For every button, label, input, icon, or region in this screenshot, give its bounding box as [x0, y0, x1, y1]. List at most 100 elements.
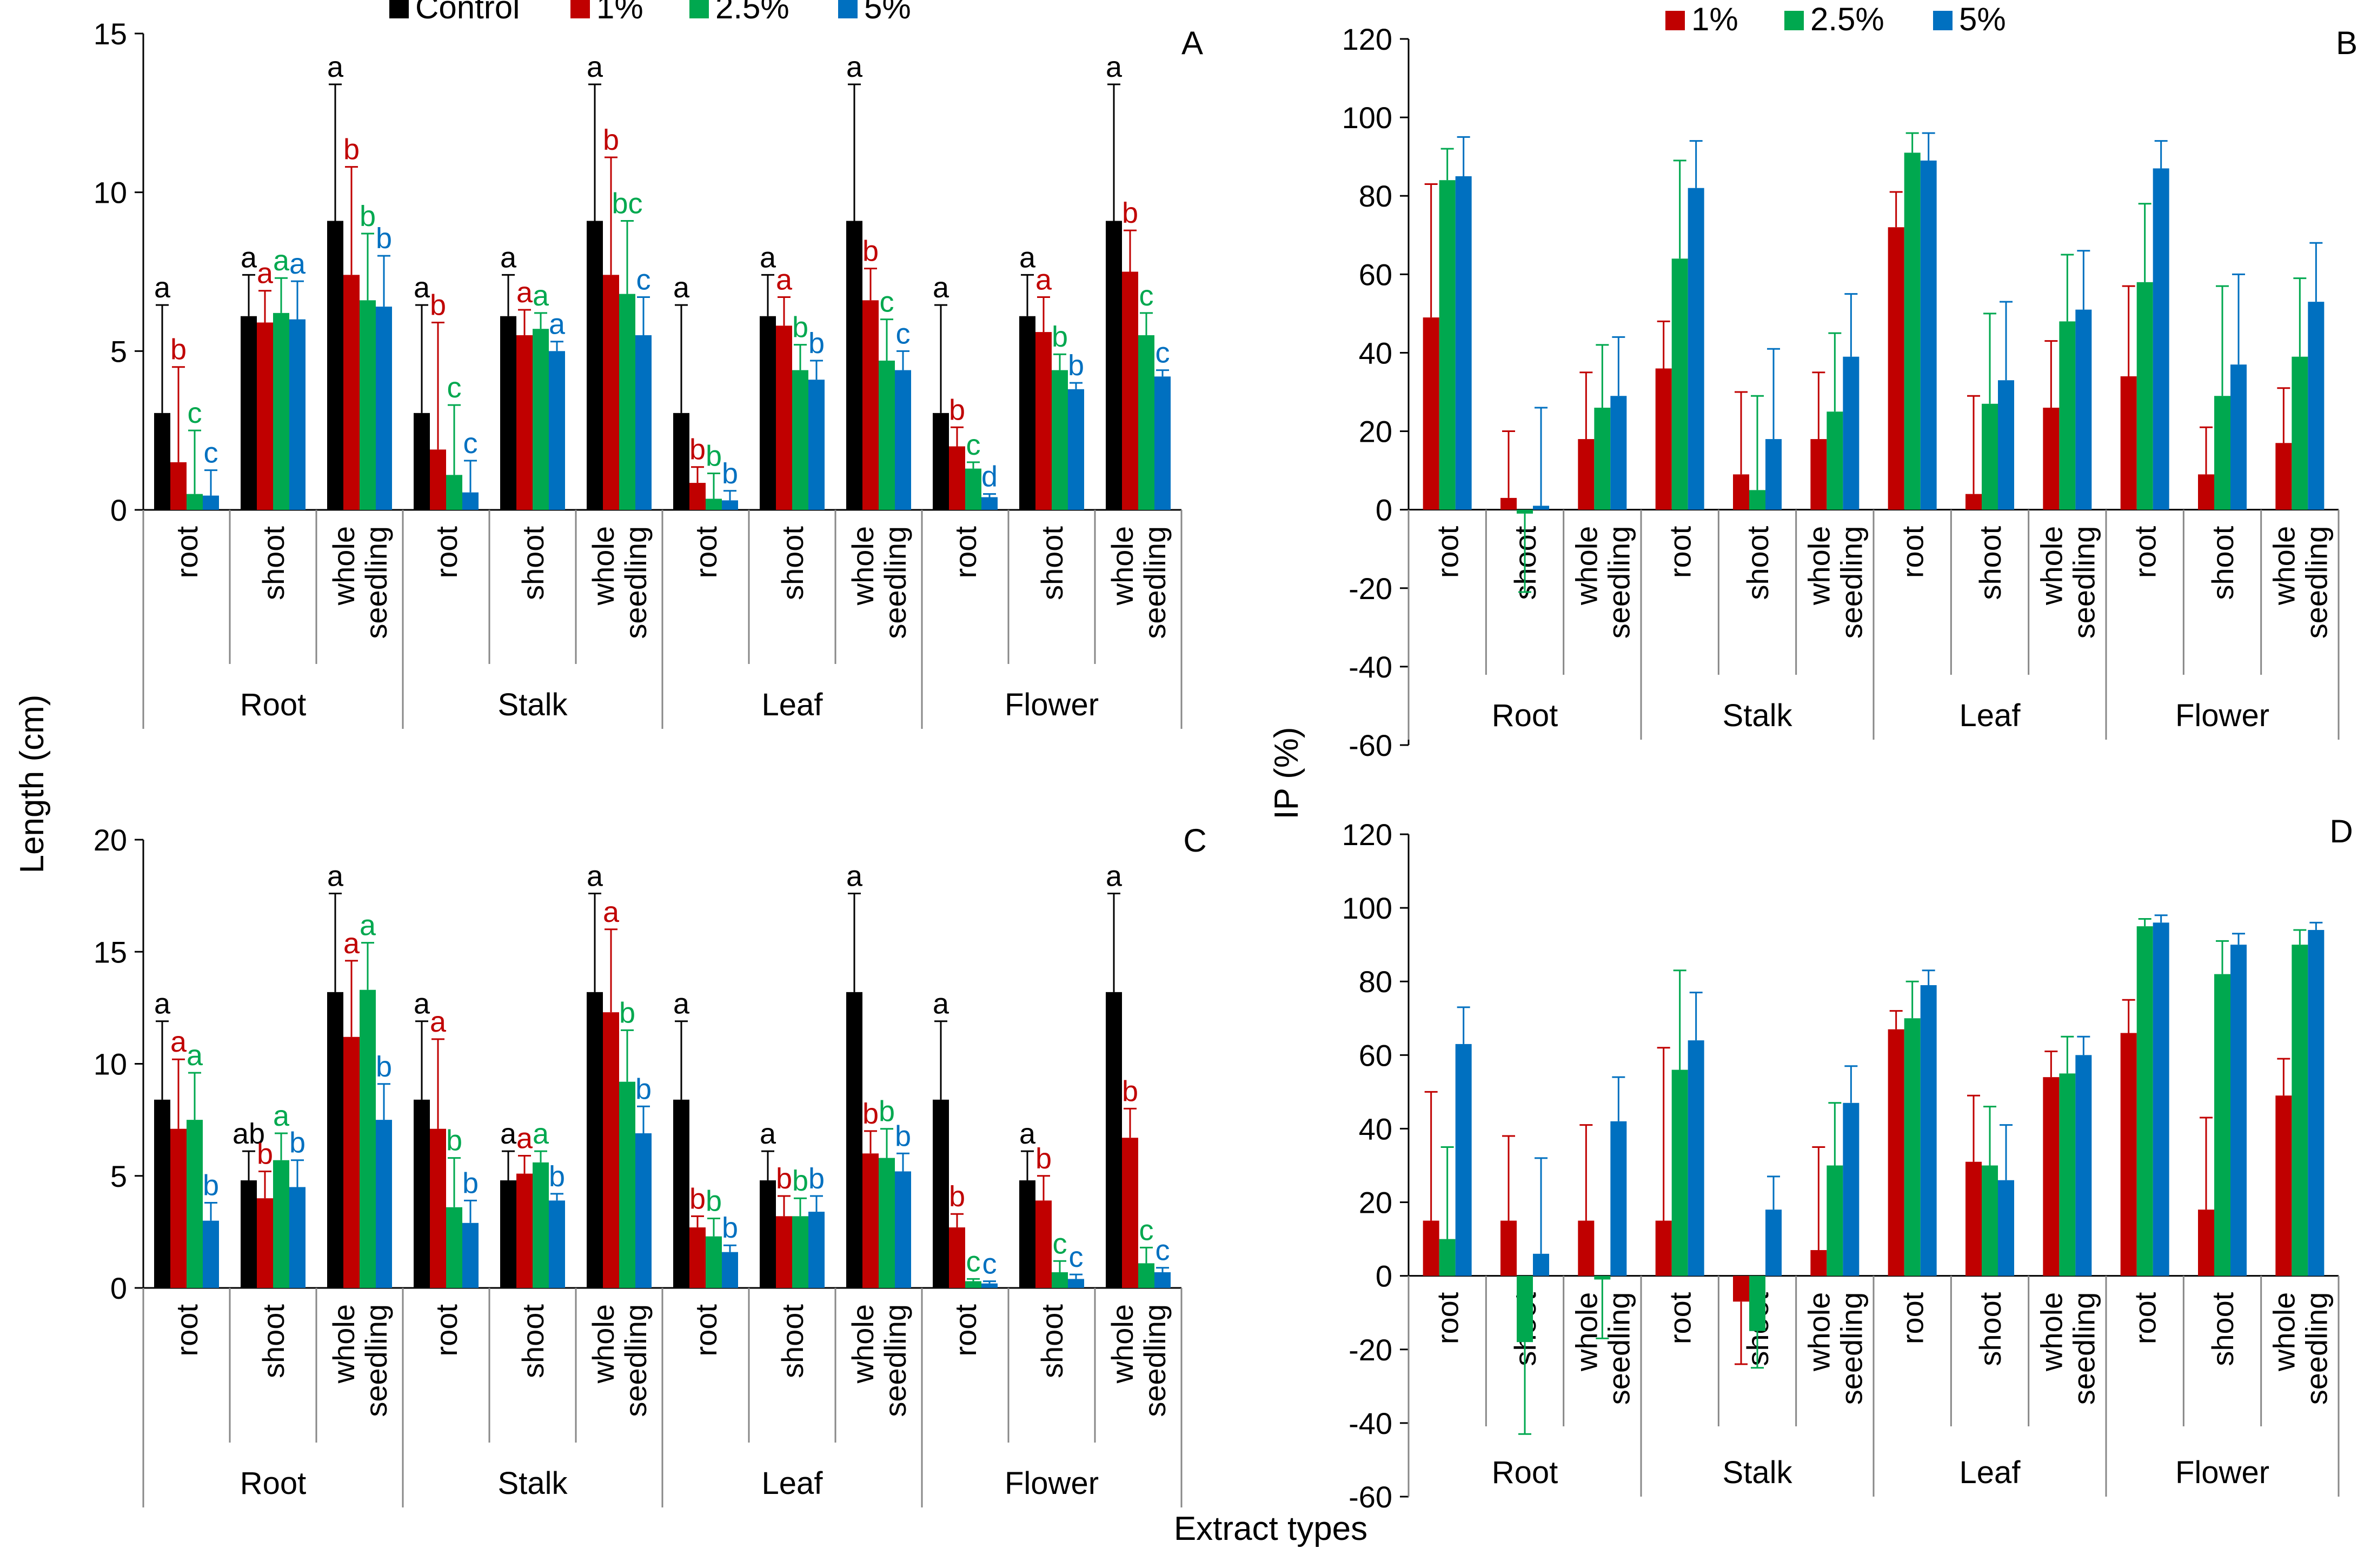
significance-letter: b — [462, 1167, 479, 1199]
significance-letter: a — [673, 271, 690, 304]
bar-5pct — [808, 1212, 825, 1288]
significance-letter: a — [343, 927, 360, 960]
category-label-root: root — [170, 1304, 204, 1357]
bar-1pct — [516, 335, 533, 510]
bar-1pct — [1810, 439, 1827, 510]
bar-5pct — [635, 335, 652, 510]
category-label-text: whole — [1569, 1292, 1603, 1372]
legend-label: 5% — [1959, 1, 2006, 37]
significance-letter: a — [933, 271, 949, 304]
significance-letter: a — [273, 244, 290, 277]
bar-1pct — [1578, 439, 1595, 510]
bar-2_5pct — [187, 1120, 203, 1288]
bar-1pct — [862, 300, 879, 510]
bar-1pct — [603, 275, 619, 510]
bar-Control — [673, 1099, 689, 1288]
category-label-text: seedling — [1602, 1292, 1636, 1405]
bar-1pct — [430, 449, 446, 510]
bar-5pct — [1068, 389, 1084, 510]
significance-letter: a — [549, 308, 566, 341]
panel-label: A — [1181, 25, 1203, 61]
category-label-text: seedling — [2299, 1292, 2333, 1405]
significance-letter: a — [257, 257, 274, 290]
category-label-text: root — [2128, 526, 2162, 578]
bar-1pct — [170, 462, 187, 510]
y-tick-label: -40 — [1349, 1406, 1392, 1440]
significance-letter: a — [846, 51, 863, 83]
category-label-shoot: shoot — [1973, 526, 2007, 600]
bar-1pct — [516, 1173, 533, 1288]
bar-1pct — [2043, 1077, 2060, 1276]
bar-2_5pct — [792, 370, 808, 510]
group-label-stalk: Stalk — [498, 687, 568, 722]
bar-2_5pct — [706, 1236, 722, 1288]
category-label-text: root — [948, 1304, 982, 1357]
significance-letter: a — [673, 988, 690, 1020]
bar-1pct — [1578, 1220, 1595, 1276]
significance-letter: b — [706, 440, 722, 472]
bar-2_5pct — [2292, 945, 2308, 1276]
significance-letter: ab — [233, 1118, 265, 1150]
category-label-text: root — [948, 526, 982, 579]
significance-letter: b — [879, 1095, 895, 1128]
bar-2_5pct — [879, 360, 895, 510]
significance-letter: a — [187, 1039, 203, 1072]
bar-Control — [846, 992, 862, 1288]
significance-letter: b — [257, 1138, 273, 1170]
bar-Control — [933, 413, 949, 510]
category-label-shoot: shoot — [1741, 526, 1775, 600]
y-tick-label: 0 — [110, 1271, 127, 1305]
bar-2_5pct — [1982, 403, 1998, 510]
y-axis-label-length: Length (cm) — [14, 695, 51, 874]
bar-1pct — [1655, 368, 1672, 510]
bar-1pct — [1888, 227, 1904, 510]
significance-letter: b — [549, 1160, 565, 1193]
bar-2_5pct — [273, 1160, 289, 1288]
y-tick-label: -20 — [1349, 1333, 1392, 1367]
y-axis-label-ip: IP (%) — [1268, 727, 1305, 819]
category-label-root: root — [2128, 1292, 2162, 1344]
y-tick-label: 15 — [94, 935, 127, 969]
bar-2_5pct — [533, 329, 549, 510]
significance-letter: c — [880, 286, 894, 318]
bar-Control — [414, 1099, 430, 1288]
bar-5pct — [1533, 1253, 1549, 1276]
significance-letter: a — [516, 276, 533, 309]
bar-2_5pct — [1439, 180, 1456, 510]
bar-5pct — [1154, 1272, 1171, 1288]
group-label-root: Root — [240, 1466, 307, 1501]
panel-label: C — [1183, 822, 1206, 859]
legend-swatch — [1933, 11, 1953, 30]
category-label-text: root — [1896, 526, 1930, 578]
y-tick-label: 10 — [94, 1047, 127, 1081]
category-label-shoot: shoot — [2206, 1292, 2240, 1366]
bar-5pct — [1068, 1279, 1084, 1288]
category-label-shoot: shoot — [775, 1304, 809, 1378]
category-label-text: whole — [1802, 526, 1836, 606]
bar-5pct — [1765, 1210, 1782, 1276]
significance-letter: b — [603, 124, 619, 156]
group-label-root: Root — [240, 687, 307, 722]
y-tick-label: 60 — [1359, 257, 1392, 291]
significance-letter: a — [533, 1118, 549, 1150]
significance-letter: b — [203, 1169, 219, 1201]
bar-5pct — [1765, 439, 1782, 510]
significance-letter: b — [689, 1182, 706, 1215]
category-label-shoot: shoot — [516, 1304, 550, 1378]
bar-2_5pct — [1517, 509, 1533, 514]
bar-2_5pct — [360, 300, 376, 510]
bar-1pct — [2198, 474, 2214, 510]
bar-5pct — [1843, 1102, 1860, 1276]
bar-1pct — [776, 325, 792, 510]
category-label-text: whole — [327, 526, 361, 606]
bar-2_5pct — [2136, 282, 2153, 510]
bar-5pct — [1920, 160, 1937, 510]
category-label-root: root — [1431, 1292, 1465, 1344]
significance-letter: c — [1139, 280, 1154, 312]
bar-5pct — [1455, 1044, 1472, 1276]
bar-1pct — [1122, 271, 1138, 510]
